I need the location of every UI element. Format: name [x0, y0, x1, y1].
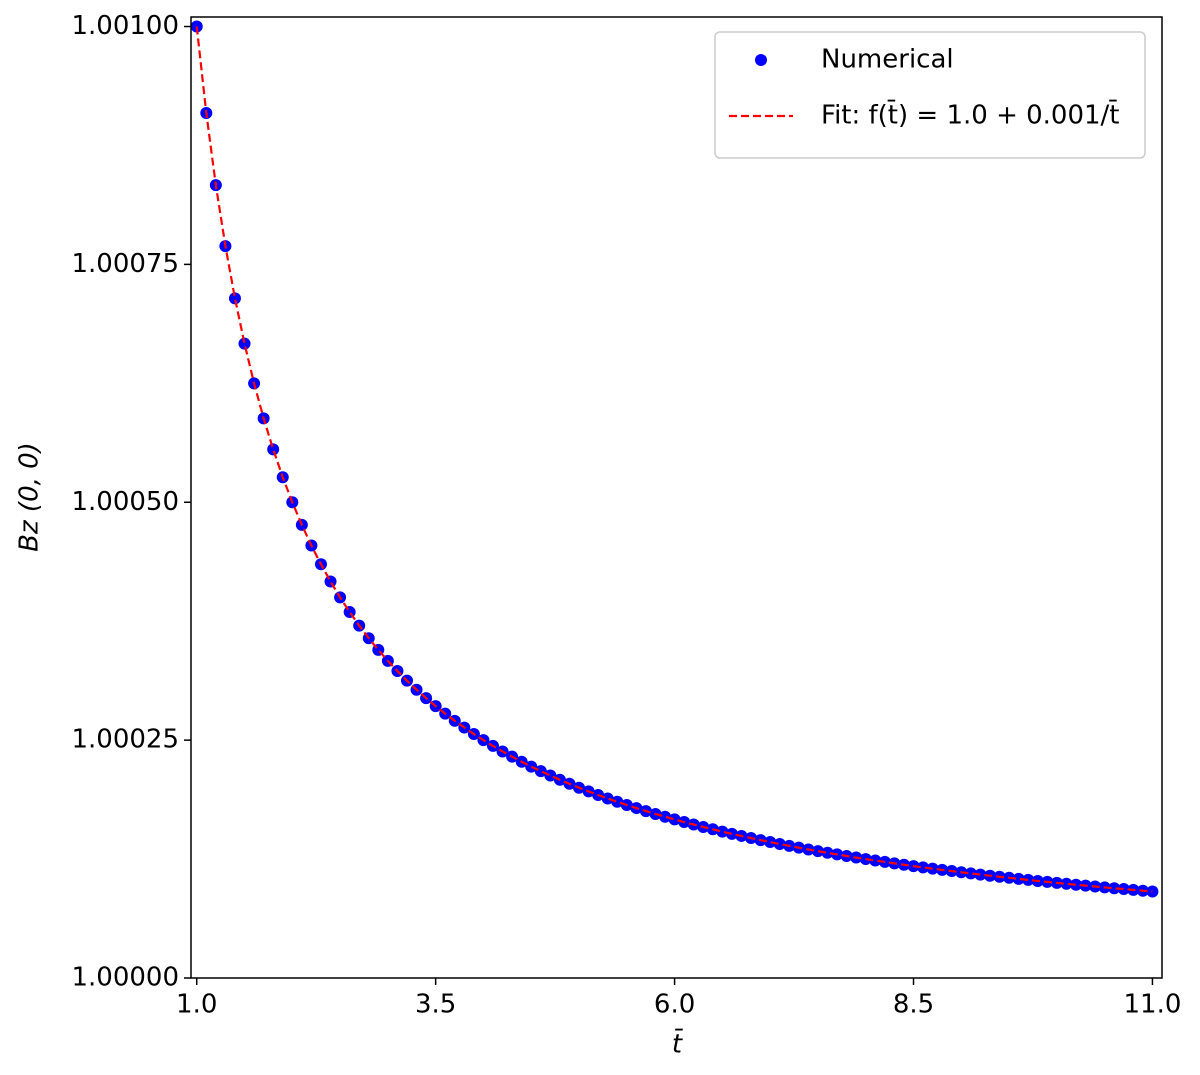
data-point: [324, 575, 337, 588]
data-point: [821, 846, 834, 859]
data-point: [725, 827, 738, 840]
data-point: [716, 825, 729, 838]
data-point: [544, 769, 557, 782]
legend-box: [714, 31, 1146, 159]
data-point: [1069, 878, 1082, 891]
data-point: [611, 795, 624, 808]
x-tick-label: 8.5: [893, 990, 934, 1020]
data-point: [917, 861, 930, 874]
x-axis-label: t̄: [672, 1028, 684, 1060]
data-point: [601, 792, 614, 805]
data-point: [764, 836, 777, 849]
plot-frame: [190, 16, 1163, 979]
data-point: [1108, 882, 1121, 895]
x-tick-label: 11.0: [1123, 990, 1181, 1020]
data-point: [1060, 877, 1073, 890]
legend-label: Fit: f(t̄) = 1.0 + 0.001/t̄: [821, 99, 1120, 131]
data-point: [1022, 873, 1035, 886]
data-point: [267, 443, 280, 456]
data-point: [1012, 872, 1025, 885]
data-point: [1146, 885, 1159, 898]
y-tick-label: 1.00025: [71, 725, 179, 755]
legend-label: Numerical: [821, 45, 954, 75]
y-tick-label: 1.00075: [71, 249, 179, 279]
data-point: [238, 337, 251, 350]
x-tick-label: 1.0: [176, 990, 217, 1020]
data-point: [659, 810, 672, 823]
data-point: [974, 868, 987, 881]
y-tick-label: 1.00000: [71, 963, 179, 993]
y-tick-label: 1.00050: [71, 487, 179, 517]
data-point: [228, 292, 241, 305]
data-point: [668, 813, 681, 826]
data-point: [964, 867, 977, 880]
data-point: [534, 765, 547, 778]
x-tick-label: 6.0: [654, 990, 695, 1020]
data-point: [773, 838, 786, 851]
data-point: [869, 854, 882, 867]
data-point: [1117, 883, 1130, 896]
y-axis-label: Bz (0, 0): [15, 442, 45, 552]
y-tick-label: 1.00100: [71, 11, 179, 41]
data-point: [811, 845, 824, 858]
x-tick-label: 3.5: [415, 990, 456, 1020]
legend-marker: [755, 54, 767, 66]
